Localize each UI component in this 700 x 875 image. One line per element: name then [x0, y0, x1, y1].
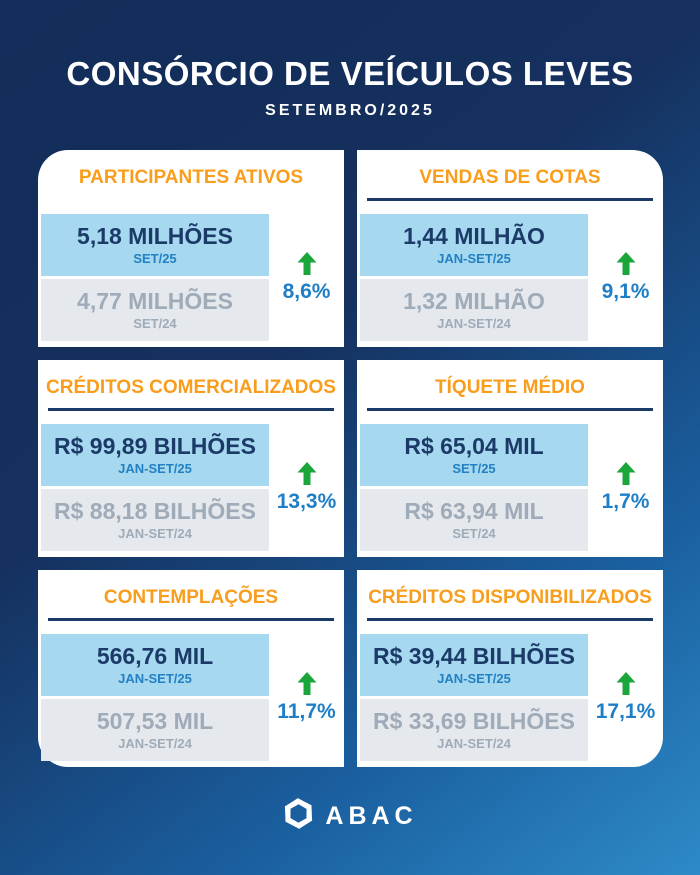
title-underline — [48, 618, 334, 621]
previous-value: 507,53 MIL — [96, 707, 214, 734]
card-body: 1,44 MILHÃO JAN-SET/25 1,32 MILHÃO JAN-S… — [357, 214, 663, 341]
change-percent: 13,3% — [276, 489, 337, 513]
card-title: PARTICIPANTES ATIVOS — [78, 167, 304, 188]
current-value: R$ 99,89 BILHÕES — [54, 432, 256, 459]
current-value-box: 566,76 MIL JAN-SET/25 — [41, 634, 269, 696]
title-underline — [367, 408, 653, 411]
previous-value: 4,77 MILHÕES — [77, 287, 233, 314]
previous-period: SET/24 — [452, 526, 496, 542]
previous-value-box: R$ 88,18 BILHÕES JAN-SET/24 — [41, 489, 269, 551]
current-value-box: R$ 65,04 MIL SET/25 — [360, 424, 588, 486]
up-arrow-icon — [616, 671, 636, 695]
previous-value-box: R$ 33,69 BILHÕES JAN-SET/24 — [360, 699, 588, 761]
current-period: SET/25 — [452, 461, 496, 477]
value-boxes: 1,44 MILHÃO JAN-SET/25 1,32 MILHÃO JAN-S… — [360, 214, 588, 341]
up-arrow-icon — [616, 251, 636, 275]
change-indicator: 9,1% — [588, 214, 663, 341]
change-percent: 9,1% — [601, 279, 650, 303]
brand-name: ABAC — [325, 801, 418, 830]
title-underline — [48, 408, 334, 411]
current-value: 5,18 MILHÕES — [77, 222, 233, 249]
change-indicator: 1,7% — [588, 424, 663, 551]
change-percent: 8,6% — [282, 279, 331, 303]
title-underline — [367, 618, 653, 621]
current-value: 566,76 MIL — [96, 642, 214, 669]
change-percent: 11,7% — [277, 699, 336, 723]
card-body: 5,18 MILHÕES SET/25 4,77 MILHÕES SET/24 … — [38, 214, 344, 341]
current-value-box: 5,18 MILHÕES SET/25 — [41, 214, 269, 276]
current-period: JAN-SET/25 — [118, 461, 192, 477]
current-period: SET/25 — [133, 251, 177, 267]
card-contemplacoes: CONTEMPLAÇÕES 566,76 MIL JAN-SET/25 507,… — [38, 570, 344, 767]
card-title: TÍQUETE MÉDIO — [435, 377, 585, 398]
current-period: JAN-SET/25 — [118, 671, 192, 687]
card-vendas-de-cotas: VENDAS DE COTAS 1,44 MILHÃO JAN-SET/25 1… — [357, 150, 663, 347]
change-indicator: 8,6% — [269, 214, 344, 341]
value-boxes: R$ 99,89 BILHÕES JAN-SET/25 R$ 88,18 BIL… — [41, 424, 269, 551]
current-value-box: R$ 39,44 BILHÕES JAN-SET/25 — [360, 634, 588, 696]
previous-period: SET/24 — [133, 316, 177, 332]
current-value: R$ 65,04 MIL — [404, 432, 544, 459]
current-period: JAN-SET/25 — [437, 251, 511, 267]
current-value: 1,44 MILHÃO — [403, 222, 545, 249]
value-boxes: 5,18 MILHÕES SET/25 4,77 MILHÕES SET/24 — [41, 214, 269, 341]
value-boxes: R$ 65,04 MIL SET/25 R$ 63,94 MIL SET/24 — [360, 424, 588, 551]
previous-value: R$ 33,69 BILHÕES — [373, 707, 575, 734]
card-title: VENDAS DE COTAS — [419, 167, 601, 188]
previous-period: JAN-SET/24 — [437, 736, 511, 752]
card-title: CRÉDITOS COMERCIALIZADOS — [46, 377, 336, 398]
change-percent: 1,7% — [601, 489, 650, 513]
change-indicator: 11,7% — [269, 634, 344, 761]
up-arrow-icon — [616, 461, 636, 485]
header: CONSÓRCIO DE VEÍCULOS LEVES SETEMBRO/202… — [0, 0, 700, 120]
card-body: 566,76 MIL JAN-SET/25 507,53 MIL JAN-SET… — [38, 634, 344, 761]
current-period: JAN-SET/25 — [437, 671, 511, 687]
previous-value: 1,32 MILHÃO — [403, 287, 545, 314]
abac-pinwheel-icon — [282, 797, 315, 835]
title-underline — [367, 198, 653, 201]
current-value: R$ 39,44 BILHÕES — [373, 642, 575, 669]
previous-period: JAN-SET/24 — [118, 526, 192, 542]
footer-brand: ABAC — [0, 797, 700, 835]
up-arrow-icon — [297, 671, 317, 695]
previous-value: R$ 63,94 MIL — [404, 497, 544, 524]
card-creditos-comercializados: CRÉDITOS COMERCIALIZADOS R$ 99,89 BILHÕE… — [38, 360, 344, 557]
metric-card-grid: PARTICIPANTES ATIVOS 5,18 MILHÕES SET/25… — [38, 150, 663, 767]
value-boxes: 566,76 MIL JAN-SET/25 507,53 MIL JAN-SET… — [41, 634, 269, 761]
card-title: CRÉDITOS DISPONIBILIZADOS — [368, 587, 652, 608]
current-value-box: R$ 99,89 BILHÕES JAN-SET/25 — [41, 424, 269, 486]
previous-period: JAN-SET/24 — [437, 316, 511, 332]
previous-value-box: 4,77 MILHÕES SET/24 — [41, 279, 269, 341]
previous-period: JAN-SET/24 — [118, 736, 192, 752]
card-body: R$ 99,89 BILHÕES JAN-SET/25 R$ 88,18 BIL… — [38, 424, 344, 551]
card-creditos-disponibilizados: CRÉDITOS DISPONIBILIZADOS R$ 39,44 BILHÕ… — [357, 570, 663, 767]
previous-value-box: 1,32 MILHÃO JAN-SET/24 — [360, 279, 588, 341]
up-arrow-icon — [297, 461, 317, 485]
current-value-box: 1,44 MILHÃO JAN-SET/25 — [360, 214, 588, 276]
card-title: CONTEMPLAÇÕES — [103, 587, 279, 608]
page-title: CONSÓRCIO DE VEÍCULOS LEVES — [66, 55, 634, 92]
change-indicator: 13,3% — [269, 424, 344, 551]
previous-value-box: 507,53 MIL JAN-SET/24 — [41, 699, 269, 761]
change-indicator: 17,1% — [588, 634, 663, 761]
card-body: R$ 65,04 MIL SET/25 R$ 63,94 MIL SET/24 … — [357, 424, 663, 551]
card-tiquete-medio: TÍQUETE MÉDIO R$ 65,04 MIL SET/25 R$ 63,… — [357, 360, 663, 557]
change-percent: 17,1% — [595, 699, 656, 723]
value-boxes: R$ 39,44 BILHÕES JAN-SET/25 R$ 33,69 BIL… — [360, 634, 588, 761]
card-participantes-ativos: PARTICIPANTES ATIVOS 5,18 MILHÕES SET/25… — [38, 150, 344, 347]
previous-value: R$ 88,18 BILHÕES — [54, 497, 256, 524]
up-arrow-icon — [297, 251, 317, 275]
card-body: R$ 39,44 BILHÕES JAN-SET/25 R$ 33,69 BIL… — [357, 634, 663, 761]
page-subtitle: SETEMBRO/2025 — [265, 102, 435, 119]
previous-value-box: R$ 63,94 MIL SET/24 — [360, 489, 588, 551]
